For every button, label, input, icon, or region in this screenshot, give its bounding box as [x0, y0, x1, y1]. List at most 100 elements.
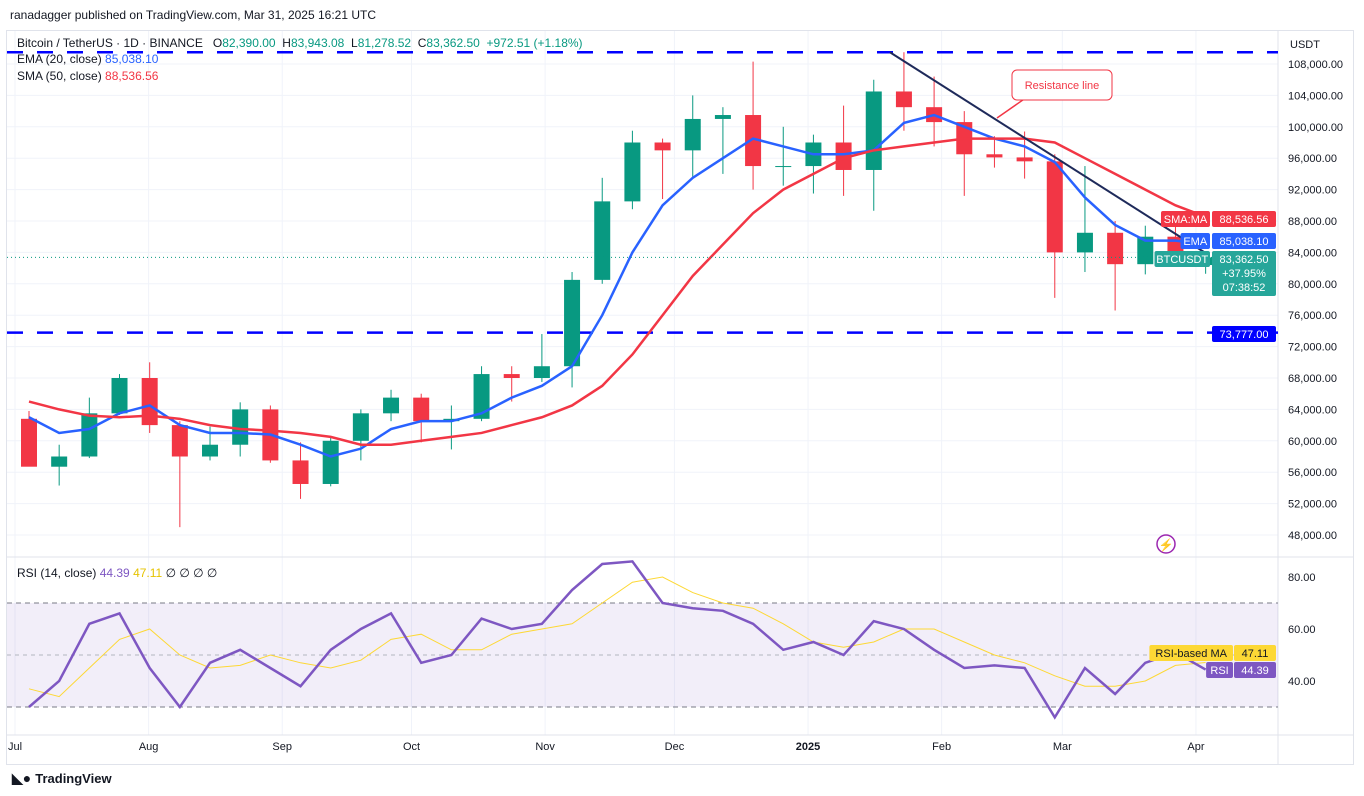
ema-legend[interactable]: EMA (20, close) 85,038.10: [17, 52, 158, 66]
rsi-legend[interactable]: RSI (14, close) 44.39 47.11 ∅ ∅ ∅ ∅: [17, 566, 217, 580]
time-tick-label: Oct: [403, 741, 420, 753]
time-tick-label: Sep: [272, 741, 292, 753]
ema-price-tag: 85,038.10 EMA: [1180, 233, 1276, 249]
ema-label: EMA (20, close): [17, 52, 102, 66]
rsi-tick-label: 60.00: [1288, 624, 1316, 636]
candle-body: [714, 115, 731, 119]
price-tick-label: 56,000.00: [1288, 467, 1337, 479]
sma-line: [28, 137, 1207, 446]
lightning-icon-circle: [1156, 534, 1176, 554]
rsi-tag-label-box: [1206, 662, 1233, 678]
rsi-tag-value: 44.39: [1241, 665, 1269, 677]
last-price-tag-label: BTCUSDT: [1156, 254, 1208, 266]
high-value: 83,943.08: [290, 36, 345, 50]
brand-name: TradingView: [35, 771, 112, 786]
last-price-tag-value: 07:38:52: [1223, 282, 1266, 294]
sma-label: SMA (50, close): [17, 69, 102, 83]
time-tick-label: Feb: [932, 741, 951, 753]
price-tick-label: 68,000.00: [1288, 373, 1337, 385]
last-price-tag-value: +37.95%: [1222, 268, 1266, 280]
publisher-line: ranadagger published on TradingView.com,…: [10, 8, 377, 22]
time-tick-label: Jul: [8, 741, 22, 753]
rsi-extra-values: ∅ ∅ ∅ ∅: [165, 566, 218, 580]
candle-body: [865, 91, 882, 170]
lightning-icon-glyph: ⚡: [1159, 538, 1174, 552]
rsi-ma-line: [28, 576, 1206, 698]
callout-text: Resistance line: [1025, 80, 1100, 92]
symbol-legend: Bitcoin / TetherUS · 1D · BINANCE O82,39…: [17, 36, 583, 50]
price-tick-label: 64,000.00: [1288, 404, 1337, 416]
support-price-tag-box: [1212, 326, 1276, 342]
ema-line: [28, 113, 1206, 458]
price-tick-label: 48,000.00: [1288, 530, 1337, 542]
sma-price-tag-value: 88,536.56: [1220, 214, 1269, 226]
resistance-callout: Resistance line: [996, 69, 1113, 119]
candle-body: [775, 166, 792, 168]
candle-body: [51, 456, 68, 467]
candle-body: [594, 201, 611, 280]
rsi-tag: 44.39 RSI: [1206, 662, 1276, 678]
chart-frame: [6, 30, 1354, 765]
rsi-ma-tag: 47.11 RSI-based MA: [1149, 645, 1276, 661]
candle-body: [745, 115, 762, 167]
candle-body: [895, 91, 912, 108]
open-label: O: [212, 36, 223, 50]
candle-body: [473, 374, 490, 419]
time-tick-label: Mar: [1053, 741, 1072, 753]
candle-body: [654, 142, 671, 151]
price-tick-label: 100,000.00: [1288, 122, 1343, 134]
candle-body: [141, 378, 158, 426]
time-tick-label: Apr: [1187, 741, 1204, 753]
open-value: 82,390.00: [222, 36, 276, 50]
rsi-tick-label: 80.00: [1288, 572, 1316, 584]
candle-body: [81, 413, 98, 457]
candle-body: [1016, 157, 1033, 162]
lightning-icon: ⚡: [1156, 534, 1176, 554]
ema-price-tag-box: [1212, 233, 1276, 249]
last-price-tag-value: 83,362.50: [1220, 254, 1269, 266]
rsi-value: 44.39: [99, 566, 130, 580]
rsi-ma-tag-value: 47.11: [1242, 648, 1269, 660]
rsi-ma-tag-label-box: [1149, 645, 1233, 661]
rsi-tick-label: 40.00: [1288, 676, 1316, 688]
time-tick-label: 2025: [796, 741, 820, 753]
support-price-tag-value: 73,777.00: [1220, 329, 1269, 341]
price-tick-label: 80,000.00: [1288, 279, 1337, 291]
rsi-tag-box: [1234, 662, 1276, 678]
price-tick-label: 96,000.00: [1288, 153, 1337, 165]
candle-body: [292, 460, 309, 484]
candle-body: [232, 409, 249, 445]
last-price-tag-box: [1212, 251, 1276, 296]
close-label: C: [417, 36, 427, 50]
rsi-label: RSI (14, close): [17, 566, 97, 580]
candle-body: [21, 418, 37, 467]
price-tick-label: 72,000.00: [1288, 342, 1337, 354]
price-tick-label: 76,000.00: [1288, 310, 1337, 322]
candle-body: [533, 366, 550, 378]
price-tick-label: 60,000.00: [1288, 436, 1337, 448]
candle-body: [383, 397, 400, 414]
price-tick-label: 84,000.00: [1288, 247, 1337, 259]
candle-body: [503, 374, 520, 378]
candle-body: [413, 397, 430, 422]
price-tick-label: 104,000.00: [1288, 90, 1343, 102]
high-label: H: [282, 36, 291, 50]
candle-body: [835, 142, 852, 170]
symbol-title[interactable]: Bitcoin / TetherUS · 1D · BINANCE: [17, 36, 203, 50]
candle-body: [986, 154, 1003, 158]
low-value: 81,278.52: [357, 36, 412, 50]
candle-body: [564, 279, 581, 367]
rsi-ma-tag-label: RSI-based MA: [1155, 648, 1227, 660]
tradingview-logo[interactable]: ◣● TradingView: [12, 770, 112, 787]
time-tick-label: Nov: [535, 741, 555, 753]
support-price-tag: 73,777.00: [1212, 326, 1276, 342]
price-tick-label: 88,000.00: [1288, 216, 1337, 228]
sma-legend[interactable]: SMA (50, close) 88,536.56: [17, 69, 158, 83]
callout-box: [1011, 69, 1113, 101]
candle-body: [684, 118, 701, 151]
candle-body: [322, 440, 339, 484]
rsi-ma-tag-box: [1234, 645, 1276, 661]
ema-price-tag-label-box: [1180, 233, 1210, 249]
low-label: L: [351, 36, 358, 50]
